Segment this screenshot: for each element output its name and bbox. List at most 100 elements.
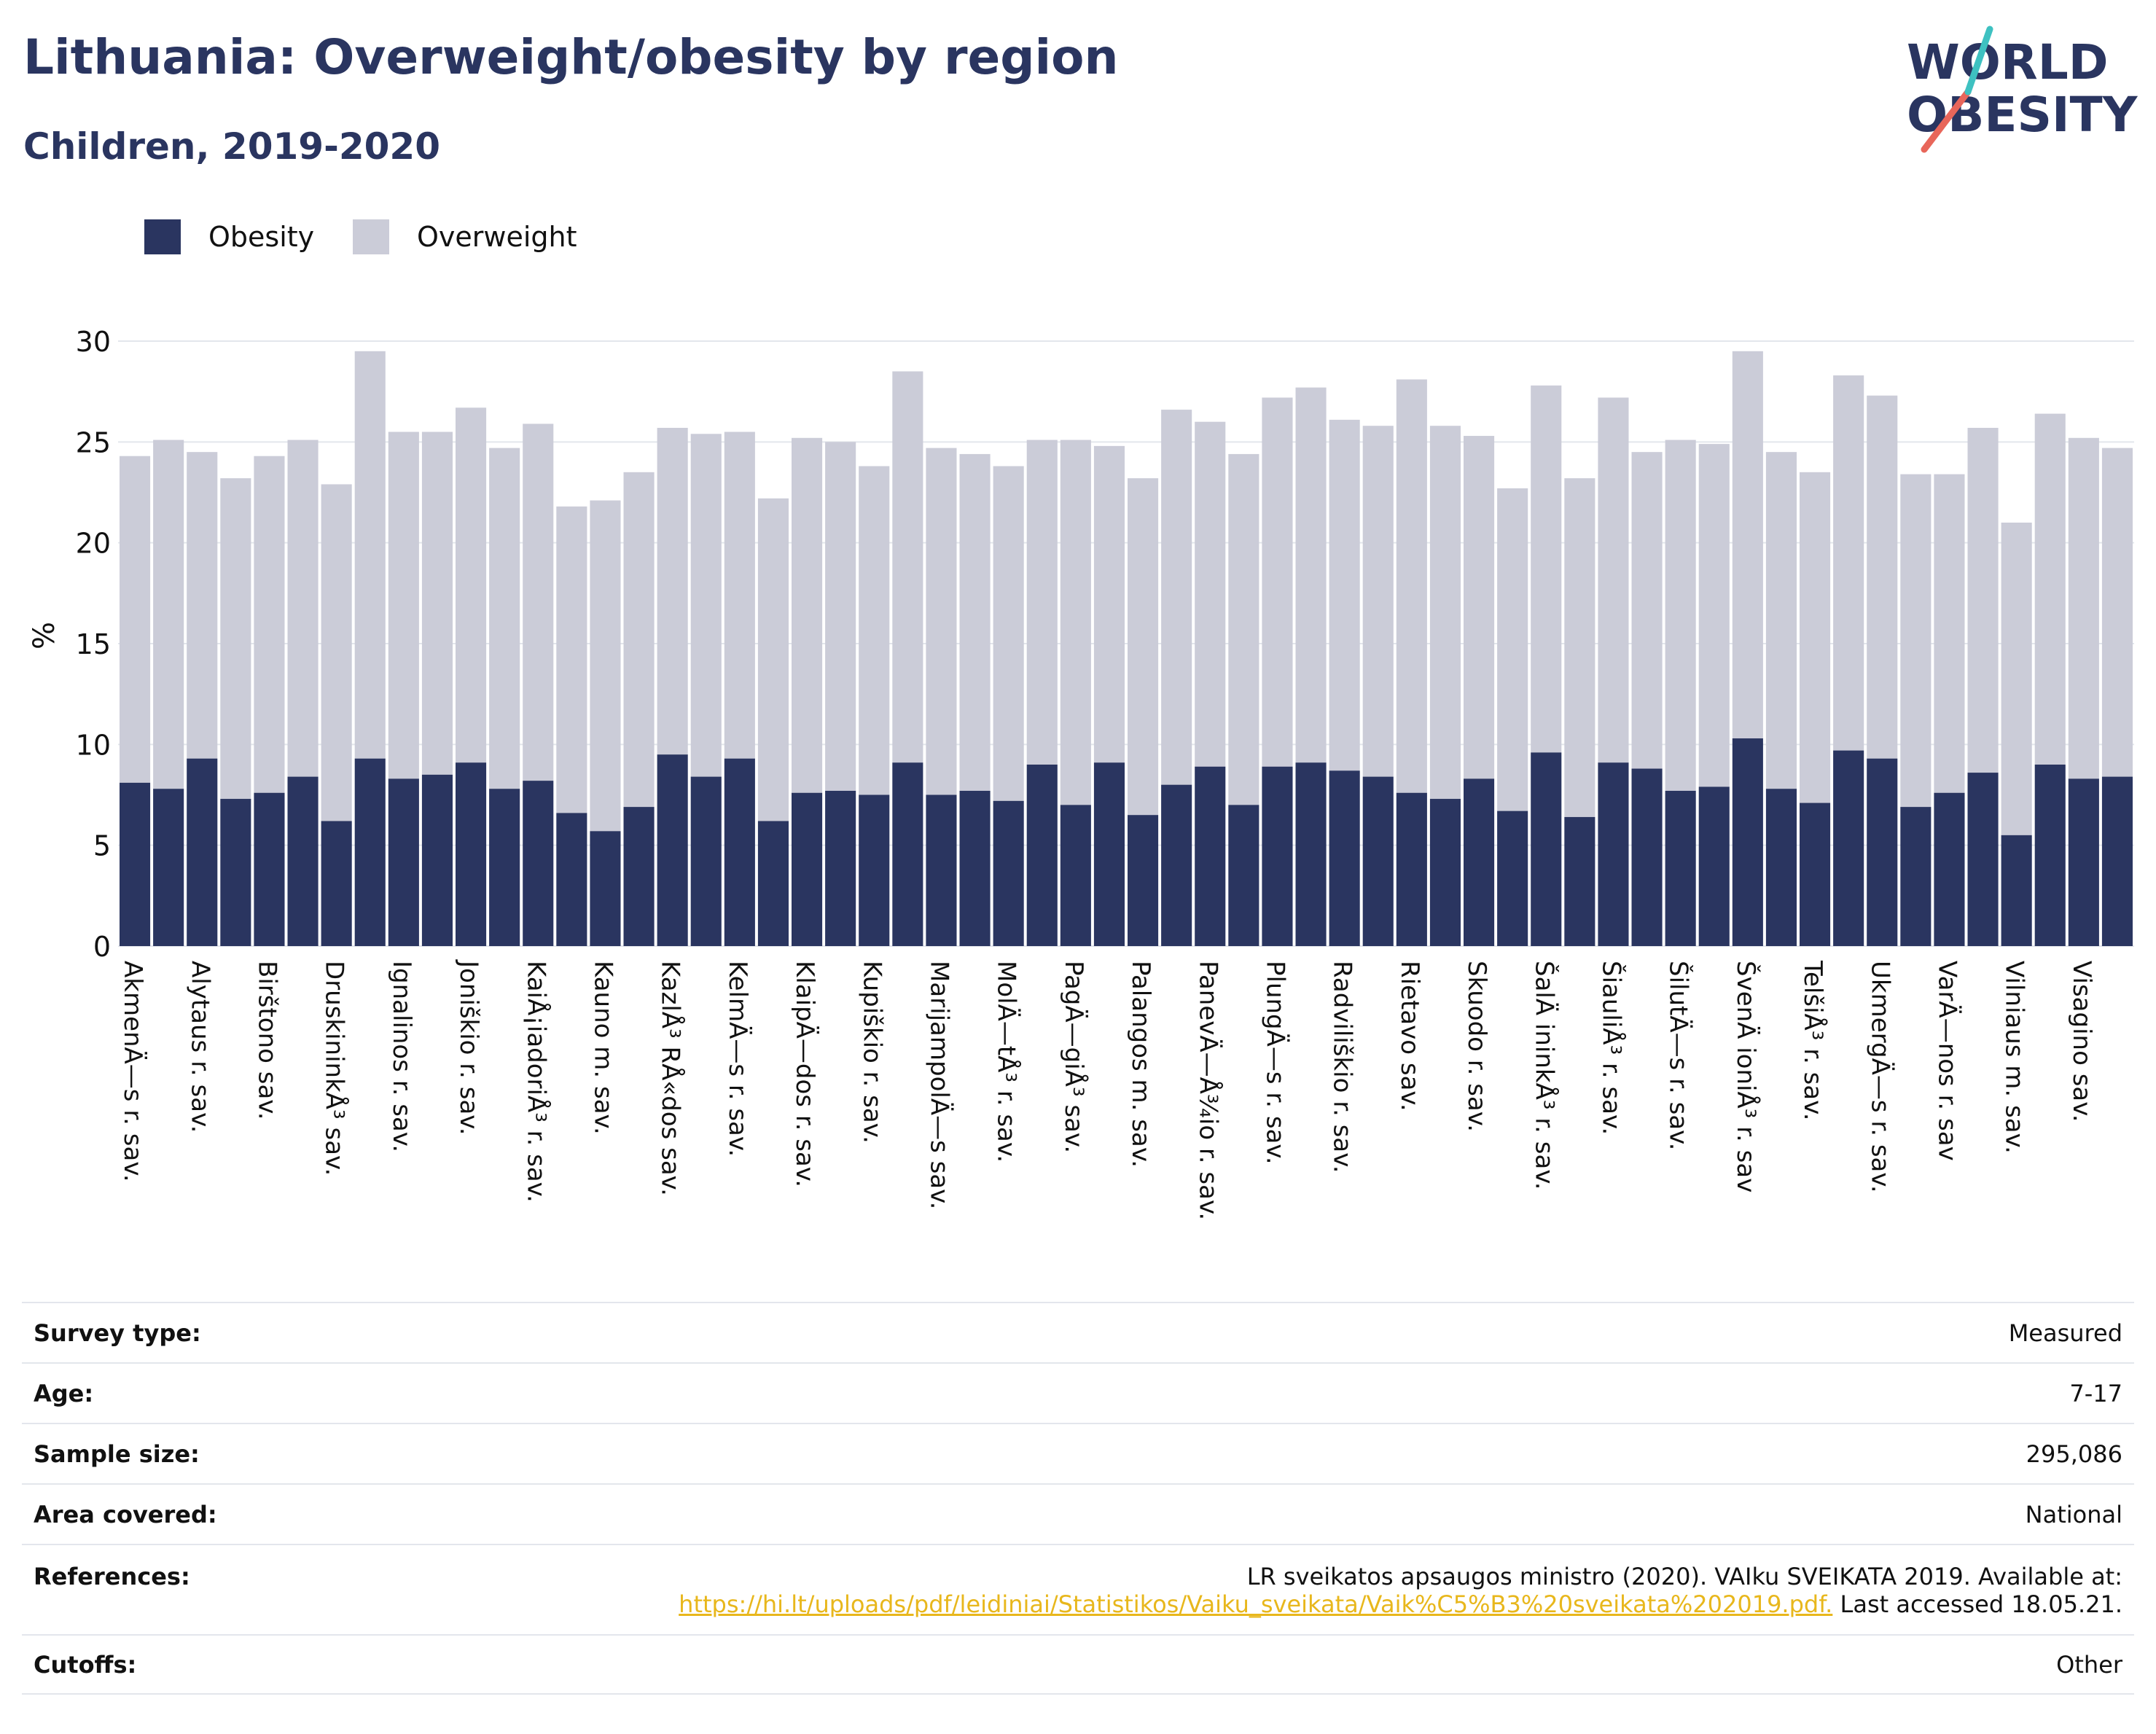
- bar-overweight[interactable]: [1665, 440, 1696, 791]
- bar-overweight[interactable]: [421, 431, 453, 775]
- bar-overweight[interactable]: [1026, 440, 1058, 765]
- bar-overweight[interactable]: [1497, 488, 1528, 811]
- bar-obesity[interactable]: [1833, 750, 1864, 946]
- bar-obesity[interactable]: [1060, 805, 1091, 946]
- reference-link[interactable]: https://hi.lt/uploads/pdf/leidiniai/Stat…: [679, 1590, 1833, 1618]
- bar-obesity[interactable]: [792, 792, 823, 946]
- bar-overweight[interactable]: [153, 440, 184, 789]
- bar-overweight[interactable]: [1262, 397, 1293, 767]
- bar-obesity[interactable]: [623, 807, 655, 946]
- bar-overweight[interactable]: [892, 371, 923, 763]
- bar-obesity[interactable]: [993, 800, 1024, 946]
- bar-obesity[interactable]: [1464, 778, 1495, 946]
- bar-obesity[interactable]: [1934, 792, 1965, 946]
- bar-overweight[interactable]: [321, 484, 352, 821]
- bar-overweight[interactable]: [1833, 375, 1864, 751]
- bar-obesity[interactable]: [1967, 773, 1999, 946]
- bar-obesity[interactable]: [1598, 762, 1629, 946]
- bar-overweight[interactable]: [623, 472, 655, 808]
- bar-obesity[interactable]: [1228, 805, 1259, 946]
- bar-obesity[interactable]: [590, 831, 621, 946]
- bar-overweight[interactable]: [724, 431, 755, 759]
- bar-obesity[interactable]: [1093, 762, 1125, 946]
- bar-overweight[interactable]: [657, 427, 688, 755]
- bar-overweight[interactable]: [590, 500, 621, 832]
- bar-obesity[interactable]: [1665, 790, 1696, 946]
- bar-obesity[interactable]: [926, 794, 957, 947]
- bar-overweight[interactable]: [1867, 395, 1898, 759]
- bar-overweight[interactable]: [2034, 413, 2066, 765]
- legend-item-overweight[interactable]: Overweight: [353, 219, 577, 255]
- bar-overweight[interactable]: [1093, 445, 1125, 763]
- bar-overweight[interactable]: [1765, 452, 1797, 789]
- bar-obesity[interactable]: [1631, 768, 1663, 946]
- bar-overweight[interactable]: [456, 407, 487, 763]
- bar-obesity[interactable]: [1195, 766, 1226, 946]
- bar-overweight[interactable]: [1396, 379, 1427, 793]
- bar-overweight[interactable]: [1464, 436, 1495, 779]
- bar-obesity[interactable]: [1396, 792, 1427, 946]
- bar-overweight[interactable]: [1429, 426, 1461, 800]
- bar-obesity[interactable]: [1262, 766, 1293, 946]
- bar-overweight[interactable]: [1195, 421, 1226, 767]
- bar-obesity[interactable]: [1564, 816, 1595, 946]
- bar-obesity[interactable]: [120, 782, 151, 946]
- bar-overweight[interactable]: [993, 466, 1024, 801]
- bar-obesity[interactable]: [2001, 835, 2032, 946]
- bar-overweight[interactable]: [388, 431, 419, 779]
- bar-overweight[interactable]: [926, 448, 957, 795]
- bar-obesity[interactable]: [1800, 802, 1831, 946]
- bar-overweight[interactable]: [2101, 448, 2133, 777]
- bar-obesity[interactable]: [757, 821, 789, 946]
- bar-obesity[interactable]: [556, 813, 587, 946]
- bar-obesity[interactable]: [1161, 784, 1192, 946]
- bar-overweight[interactable]: [1128, 478, 1159, 816]
- bar-overweight[interactable]: [1161, 410, 1192, 785]
- bar-overweight[interactable]: [1362, 426, 1394, 777]
- bar-obesity[interactable]: [657, 754, 688, 946]
- bar-obesity[interactable]: [254, 792, 285, 946]
- bar-overweight[interactable]: [1934, 474, 1965, 793]
- bar-obesity[interactable]: [421, 774, 453, 946]
- legend-item-obesity[interactable]: Obesity: [144, 219, 314, 255]
- bar-overweight[interactable]: [354, 351, 386, 759]
- bar-overweight[interactable]: [220, 478, 251, 800]
- bar-overweight[interactable]: [1732, 351, 1763, 739]
- bar-overweight[interactable]: [523, 423, 554, 781]
- bar-overweight[interactable]: [2068, 437, 2099, 779]
- bar-obesity[interactable]: [859, 794, 890, 947]
- bar-obesity[interactable]: [1900, 807, 1932, 946]
- bar-overweight[interactable]: [287, 440, 319, 777]
- bar-obesity[interactable]: [2101, 776, 2133, 946]
- bar-overweight[interactable]: [859, 466, 890, 795]
- bar-obesity[interactable]: [1698, 786, 1730, 946]
- bar-overweight[interactable]: [1295, 387, 1327, 763]
- bar-obesity[interactable]: [2034, 765, 2066, 946]
- bar-obesity[interactable]: [1429, 799, 1461, 946]
- bar-obesity[interactable]: [1329, 770, 1360, 946]
- bar-overweight[interactable]: [1228, 453, 1259, 805]
- bar-overweight[interactable]: [120, 456, 151, 783]
- bar-obesity[interactable]: [187, 758, 218, 946]
- bar-obesity[interactable]: [489, 789, 520, 946]
- bar-overweight[interactable]: [1698, 444, 1730, 787]
- bar-obesity[interactable]: [1867, 758, 1898, 946]
- bar-obesity[interactable]: [2068, 778, 2099, 946]
- bar-obesity[interactable]: [287, 776, 319, 946]
- bar-overweight[interactable]: [1800, 472, 1831, 803]
- bar-overweight[interactable]: [254, 456, 285, 793]
- bar-obesity[interactable]: [523, 781, 554, 946]
- bar-overweight[interactable]: [489, 448, 520, 789]
- bar-overweight[interactable]: [556, 506, 587, 813]
- bar-obesity[interactable]: [153, 789, 184, 946]
- bar-obesity[interactable]: [456, 762, 487, 946]
- bar-obesity[interactable]: [220, 799, 251, 946]
- bar-overweight[interactable]: [959, 453, 991, 791]
- bar-overweight[interactable]: [1631, 452, 1663, 769]
- bar-obesity[interactable]: [1128, 815, 1159, 946]
- bar-obesity[interactable]: [724, 758, 755, 946]
- bar-overweight[interactable]: [1900, 474, 1932, 808]
- bar-obesity[interactable]: [1765, 789, 1797, 946]
- bar-obesity[interactable]: [321, 821, 352, 946]
- bar-obesity[interactable]: [1732, 738, 1763, 946]
